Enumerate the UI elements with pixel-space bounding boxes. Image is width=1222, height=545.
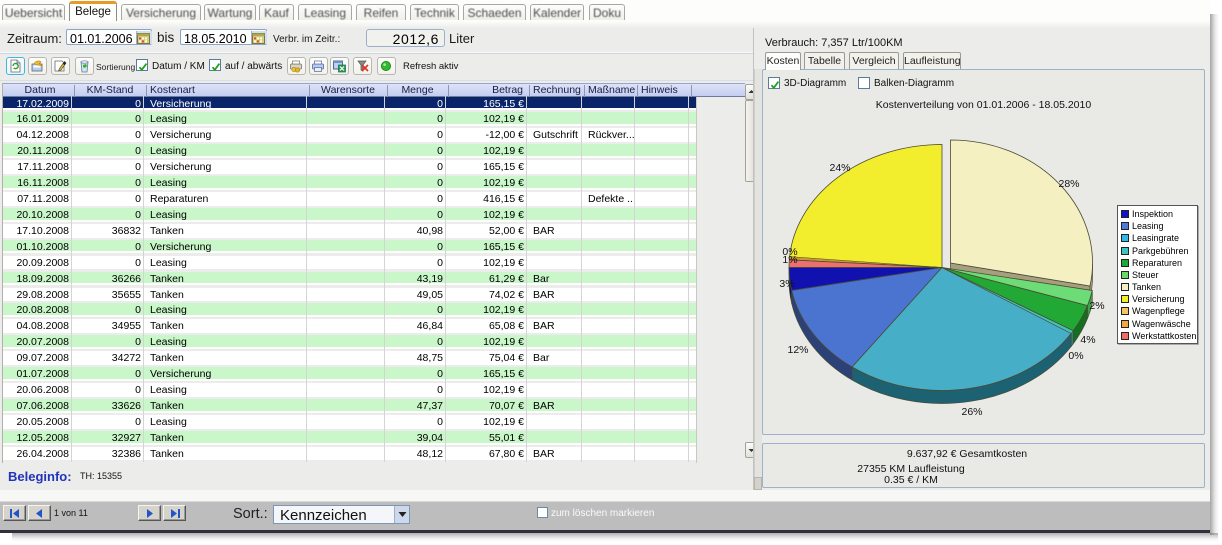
svg-text:12%: 12% (787, 344, 808, 356)
svg-text:0%: 0% (782, 246, 797, 258)
svg-text:3%: 3% (779, 278, 794, 290)
svg-text:0%: 0% (1068, 350, 1083, 362)
svg-text:1%: 1% (782, 254, 797, 266)
svg-text:24%: 24% (829, 162, 850, 174)
svg-text:26%: 26% (961, 406, 982, 418)
svg-text:28%: 28% (1058, 178, 1079, 190)
svg-text:4%: 4% (1080, 334, 1095, 346)
svg-text:2%: 2% (1089, 300, 1104, 312)
